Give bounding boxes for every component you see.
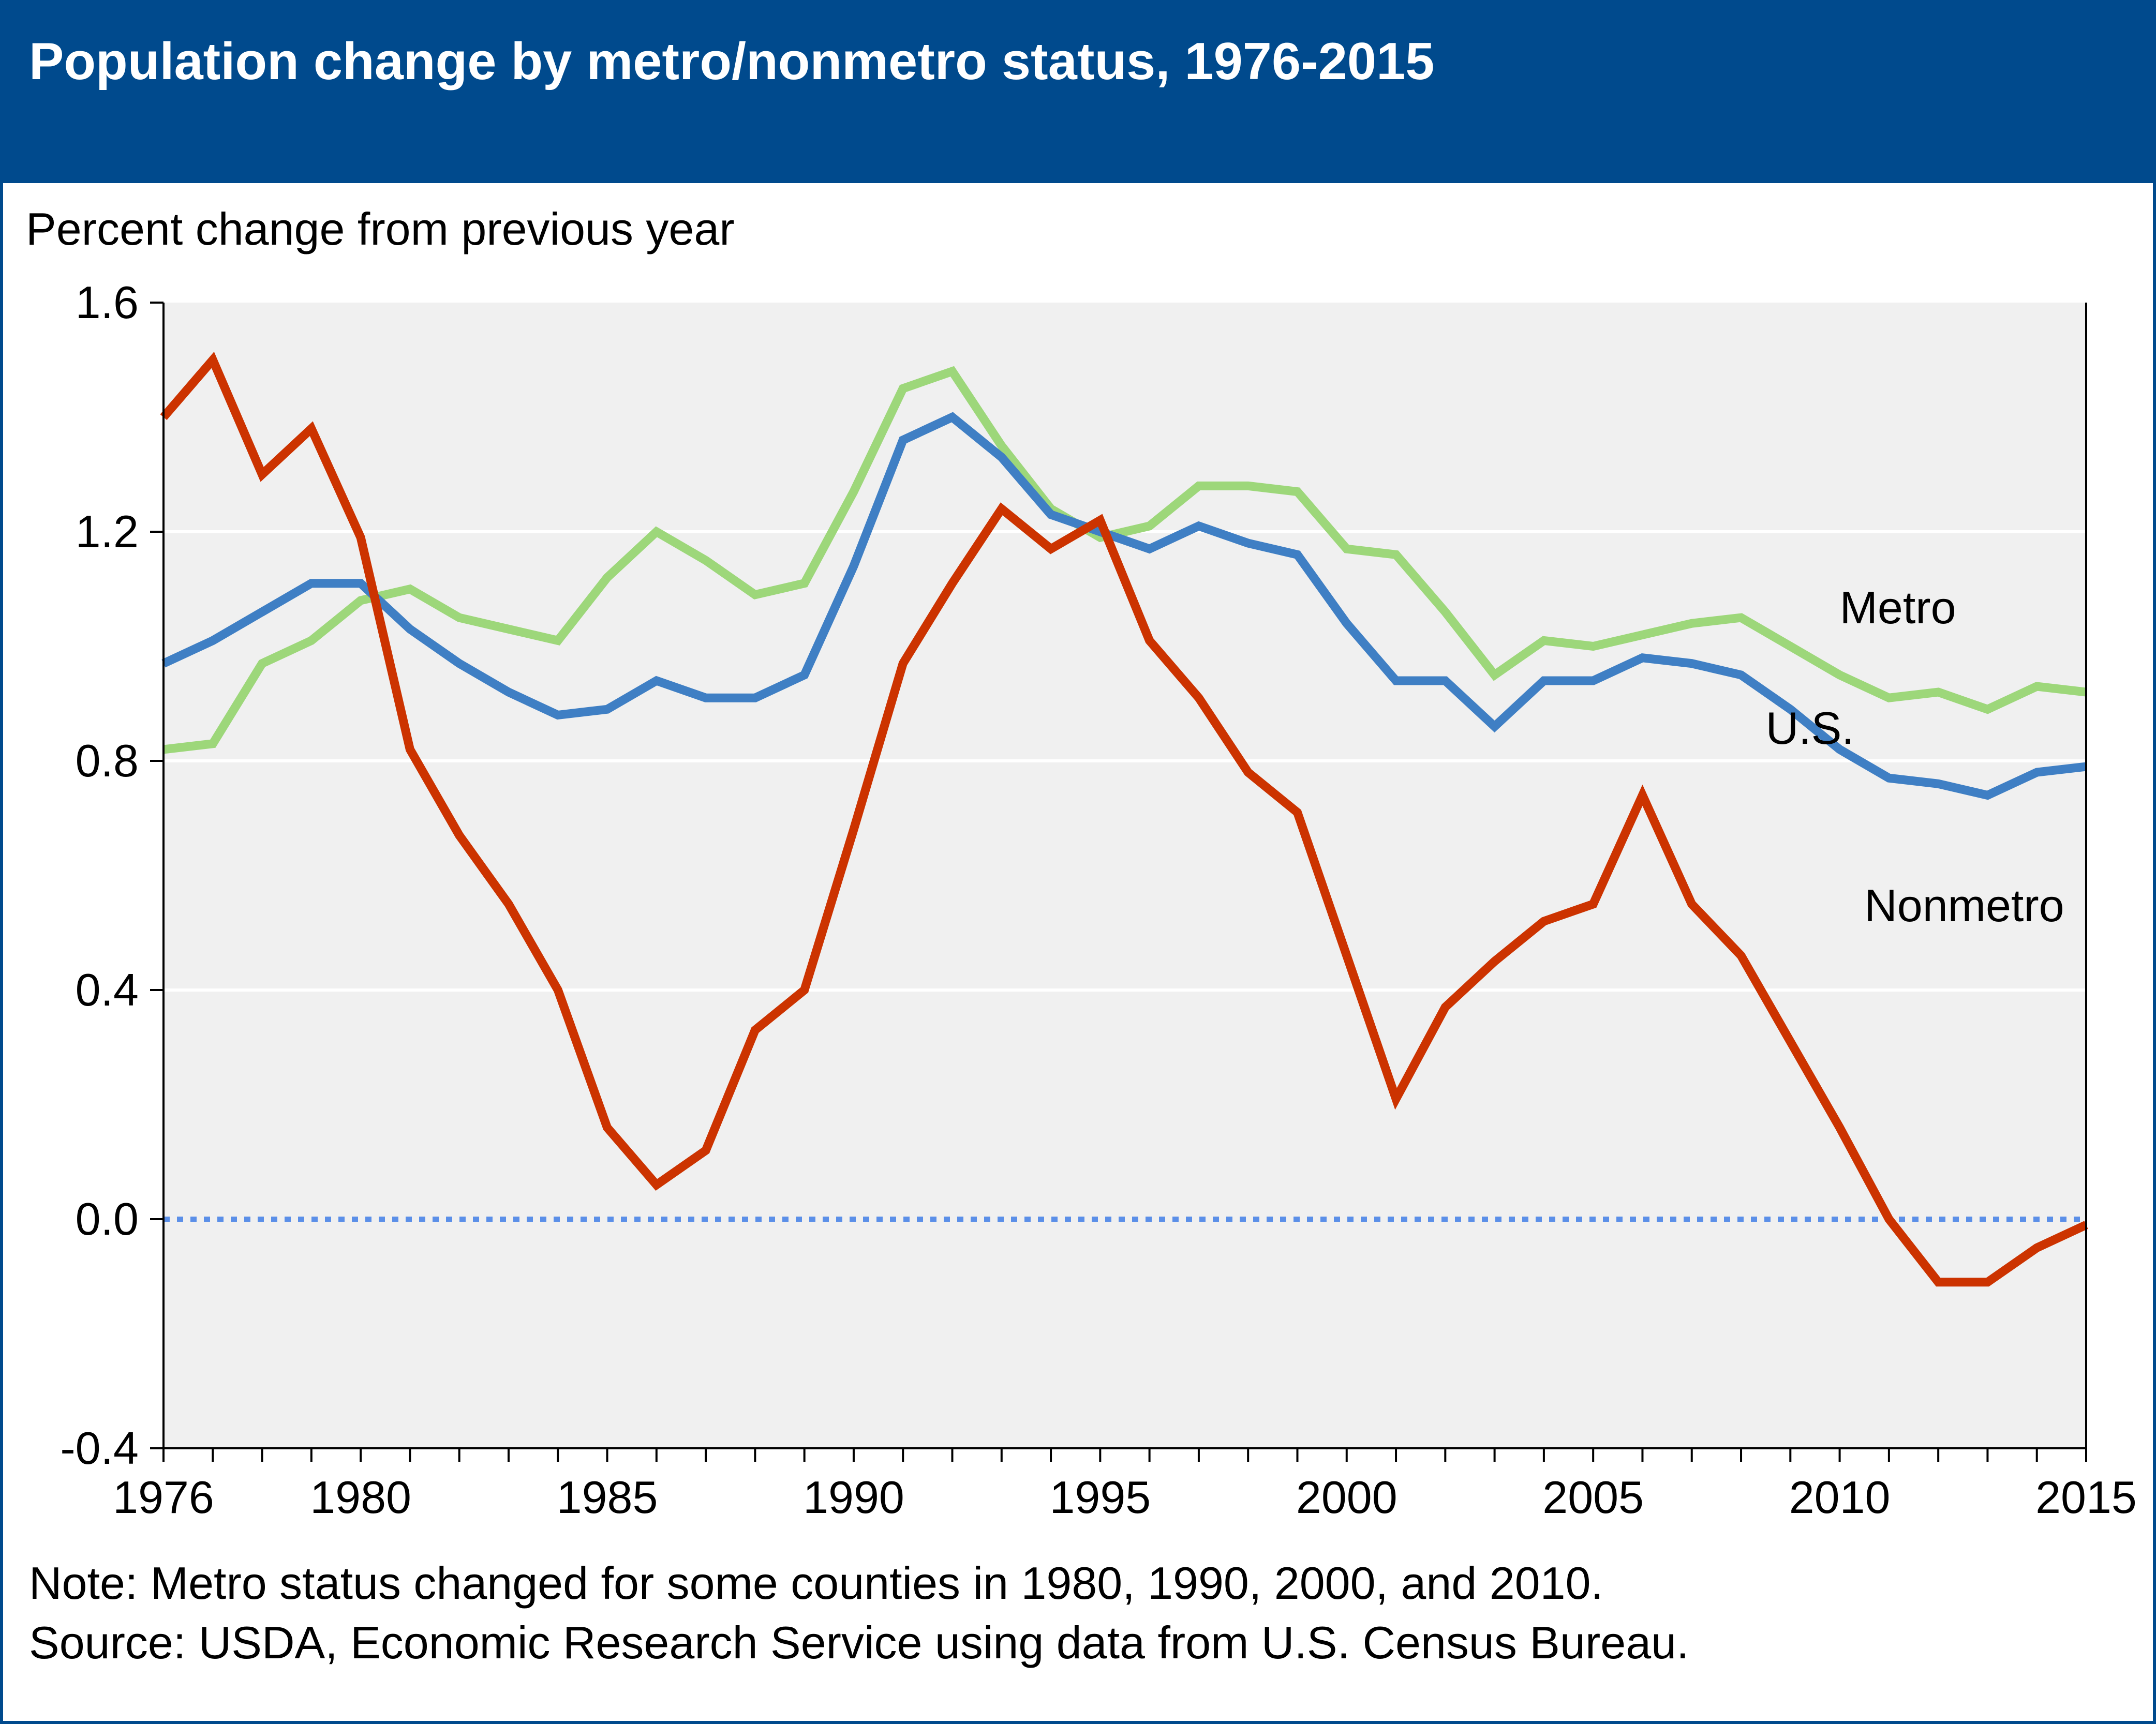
x-tick-label: 1980	[310, 1472, 411, 1523]
y-tick-label: -0.4	[60, 1422, 139, 1474]
series-label-metro: Metro	[1840, 582, 1956, 633]
y-tick-label: 1.6	[76, 277, 139, 328]
x-tick-label: 1990	[803, 1472, 904, 1523]
x-tick-label: 1995	[1049, 1472, 1151, 1523]
chart-note: Note: Metro status changed for some coun…	[29, 1557, 1603, 1609]
series-line-us	[161, 412, 2087, 800]
y-tick-label: 0.4	[76, 964, 139, 1015]
series-label-us: U.S.	[1766, 702, 1854, 754]
x-tick-label: 1976	[113, 1472, 214, 1523]
series-line-metro	[163, 366, 2087, 754]
title-bar: Population change by metro/nonmetro stat…	[0, 0, 2156, 183]
y-tick-label: 0.8	[76, 735, 139, 786]
x-tick-label: 2015	[2035, 1472, 2137, 1523]
chart-title: Population change by metro/nonmetro stat…	[29, 33, 1435, 91]
chart-source: Source: USDA, Economic Research Service …	[29, 1617, 1689, 1668]
x-tick-label: 1985	[557, 1472, 658, 1523]
x-tick-label: 2005	[1542, 1472, 1644, 1523]
y-tick-label: 0.0	[76, 1193, 139, 1245]
y-tick-label: 1.2	[76, 506, 139, 557]
series-line-nonmetro	[160, 351, 2088, 1287]
y-axis-title: Percent change from previous year	[26, 203, 735, 254]
x-tick-label: 2010	[1789, 1472, 1891, 1523]
plot-area	[163, 303, 2086, 1448]
series-label-nonmetro: Nonmetro	[1864, 880, 2064, 931]
x-tick-label: 2000	[1296, 1472, 1397, 1523]
